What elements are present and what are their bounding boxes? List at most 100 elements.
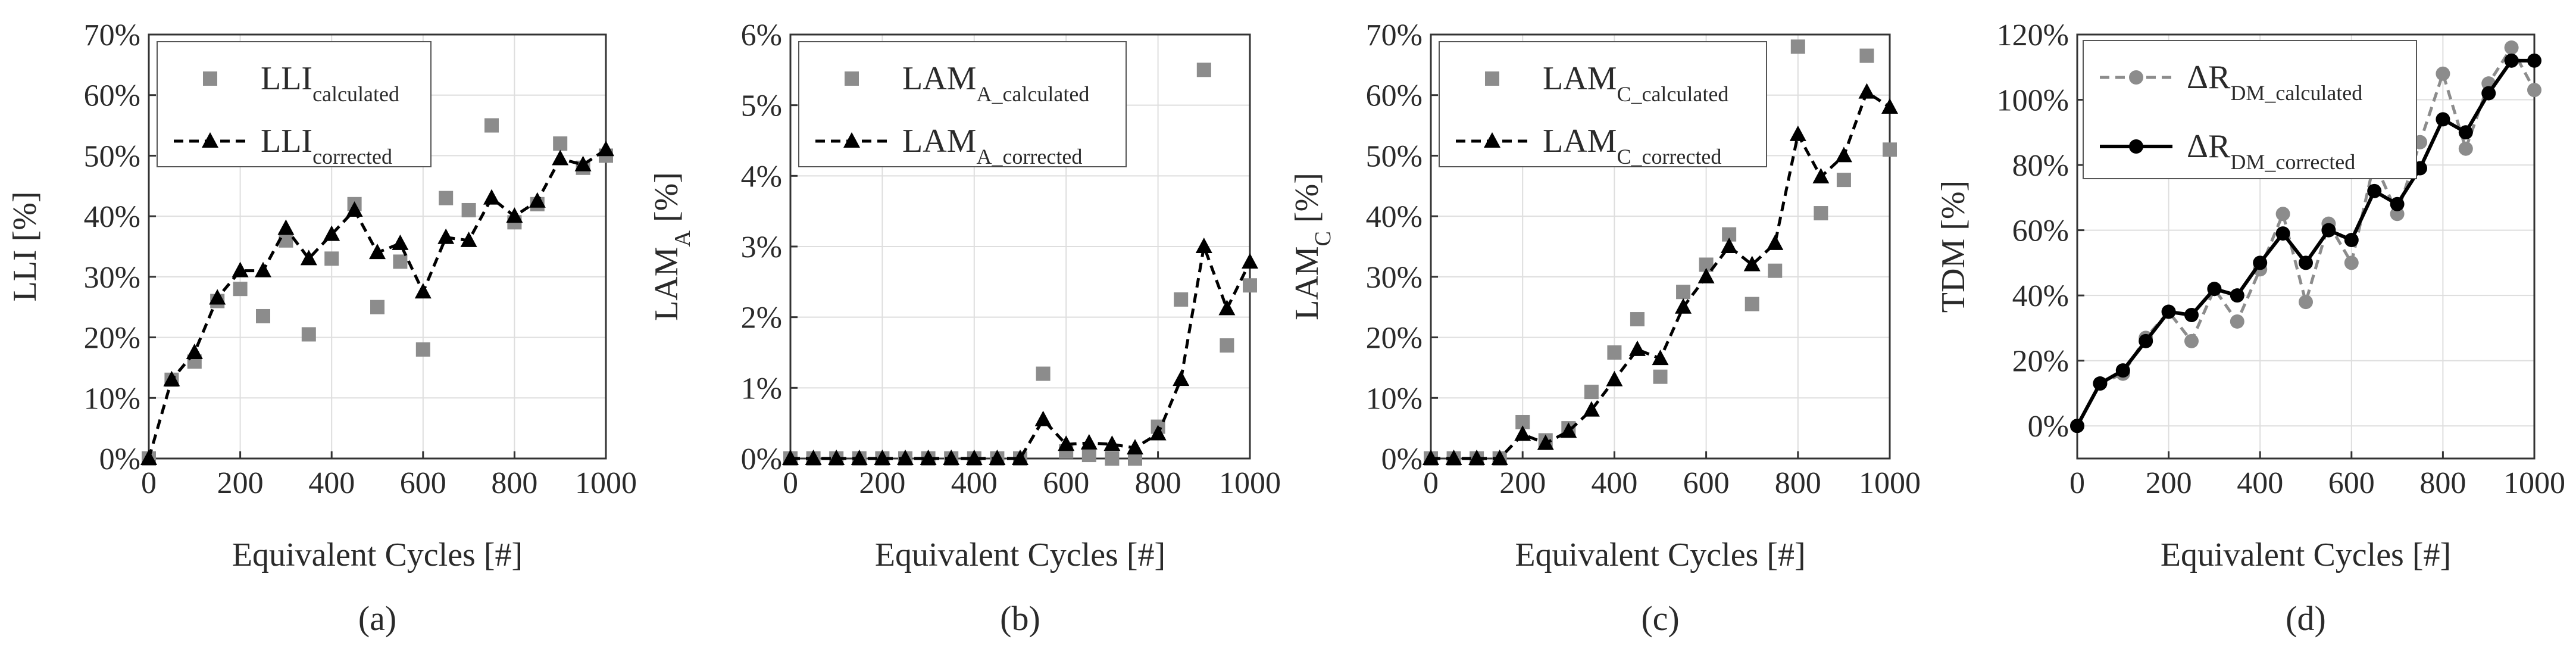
y-tick-label: 4% <box>741 160 782 194</box>
legend-entry: ΔRDM_calculated <box>2187 59 2362 105</box>
y-tick-label: 2% <box>741 301 782 335</box>
data-point <box>460 231 477 247</box>
legend-marker <box>2129 70 2143 85</box>
legend-marker <box>1485 71 1499 86</box>
x-tick-label: 0 <box>783 466 798 500</box>
y-tick-label: 120% <box>1997 18 2069 52</box>
data-point <box>2070 419 2084 433</box>
y-tick-label: 20% <box>1366 322 1423 355</box>
data-point <box>324 251 339 266</box>
data-point <box>2299 295 2313 310</box>
x-tick-label: 600 <box>2328 466 2375 500</box>
data-point <box>2207 282 2222 297</box>
y-tick-label: 20% <box>2012 345 2069 379</box>
x-tick-label: 1000 <box>1219 466 1281 500</box>
y-tick-label: 50% <box>1366 139 1423 173</box>
x-tick-label: 0 <box>141 466 157 500</box>
data-point <box>439 191 454 205</box>
data-point <box>1584 385 1599 400</box>
data-point <box>1103 435 1121 451</box>
x-tick-label: 800 <box>491 466 537 500</box>
data-point <box>437 228 455 244</box>
data-point <box>2299 255 2313 270</box>
data-point <box>989 450 1006 465</box>
data-point <box>851 450 868 465</box>
data-point <box>2458 125 2473 140</box>
series-dm-corrected <box>2070 53 2541 433</box>
data-point <box>186 344 203 359</box>
data-point <box>943 450 960 465</box>
x-tick-label: 800 <box>1135 466 1181 500</box>
data-point <box>574 155 592 171</box>
data-point <box>1218 300 1236 316</box>
data-point <box>346 201 363 217</box>
data-point <box>1606 370 1623 386</box>
x-tick-label: 0 <box>1423 466 1439 500</box>
y-tick-label: 30% <box>1366 261 1423 295</box>
y-tick-label: 30% <box>84 261 140 295</box>
x-tick-label: 200 <box>859 466 905 500</box>
data-point <box>1105 451 1120 466</box>
data-point <box>805 450 822 465</box>
data-point <box>1676 285 1691 300</box>
data-point <box>1883 142 1897 157</box>
data-point <box>1058 435 1075 451</box>
legend-box <box>2083 40 2417 179</box>
data-point <box>1652 350 1669 366</box>
data-point <box>2275 207 2290 222</box>
data-point <box>2367 183 2382 198</box>
data-point <box>2184 308 2199 323</box>
data-point <box>414 283 432 299</box>
legend-marker <box>202 132 218 148</box>
y-tick-label: 0% <box>99 442 140 476</box>
data-point <box>1243 278 1257 293</box>
data-point <box>1836 173 1851 188</box>
data-point <box>1790 39 1805 54</box>
x-axis-title: Equivalent Cycles [#] <box>1515 537 1805 573</box>
data-point <box>1881 98 1898 114</box>
data-point <box>1814 206 1828 221</box>
data-point <box>277 219 295 235</box>
chart-panel-1: 0 200 400 600 800 1000 0% 10% 20% 30% 40% 50% 60% 70%… <box>7 18 637 638</box>
y-tick-label: 40% <box>1366 200 1423 234</box>
data-point <box>415 342 430 357</box>
data-point <box>1789 125 1806 141</box>
data-point <box>2436 112 2450 127</box>
data-point <box>1768 263 1783 278</box>
data-point <box>392 234 409 250</box>
data-point <box>1127 439 1143 455</box>
data-point <box>1195 238 1212 253</box>
data-point <box>2390 196 2405 211</box>
data-point <box>965 450 983 465</box>
panel-label: (b) <box>1000 599 1040 638</box>
y-tick-label: 10% <box>84 382 140 416</box>
data-point <box>1537 434 1554 450</box>
y-tick-label: 6% <box>741 18 782 52</box>
x-tick-label: 600 <box>1683 466 1730 500</box>
x-tick-label: 400 <box>308 466 355 500</box>
data-point <box>1745 297 1759 311</box>
data-point <box>2504 53 2519 68</box>
legend: LLIcalculated LLIcorrected <box>157 41 432 169</box>
chart-panel-2: 0 200 400 600 800 1000 0% 1% 2% 3% 4% 5% 6% Equivalen… <box>648 18 1281 638</box>
y-tick-label: 3% <box>741 230 782 264</box>
data-point <box>2344 233 2359 248</box>
series-c-corrected <box>1423 83 1898 465</box>
legend-marker <box>845 71 859 86</box>
data-point <box>1220 338 1234 353</box>
legend: ΔRDM_calculated ΔRDM_corrected <box>2083 40 2417 179</box>
y-axis-title: LAMC [%] <box>1289 173 1336 320</box>
legend-marker <box>203 71 217 86</box>
data-point <box>1675 298 1692 314</box>
legend-entry: ΔRDM_corrected <box>2187 128 2355 174</box>
data-point <box>1697 267 1715 283</box>
x-tick-label: 600 <box>1043 466 1089 500</box>
data-point <box>209 289 226 305</box>
data-point <box>1812 168 1830 184</box>
data-point <box>2161 304 2176 319</box>
y-tick-label: 60% <box>84 79 140 113</box>
y-tick-label: 10% <box>1366 382 1423 416</box>
data-point <box>2275 226 2290 241</box>
y-axis-title: LAMA [%] <box>648 172 695 321</box>
plot-frame <box>1430 33 1891 460</box>
